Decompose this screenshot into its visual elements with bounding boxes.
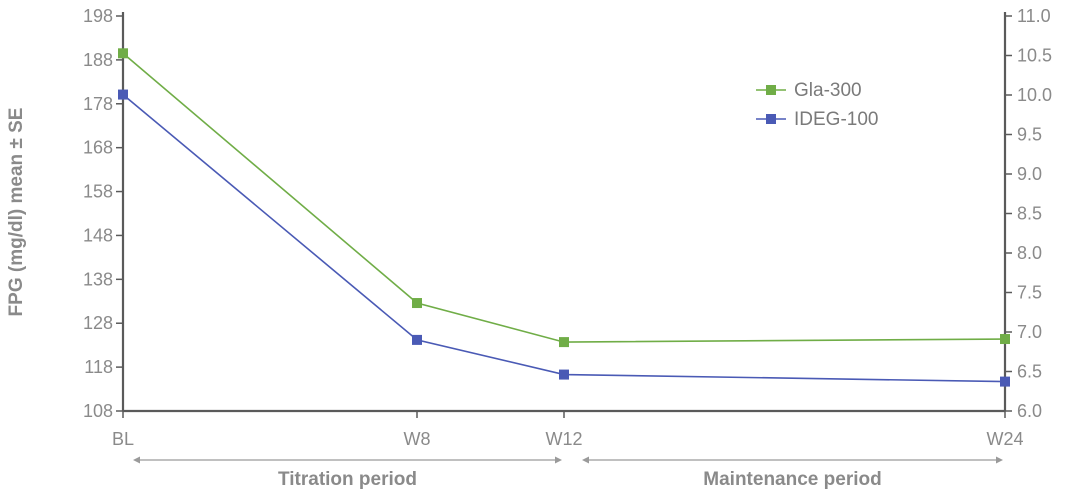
legend: Gla-300 IDEG-100 — [756, 80, 878, 130]
right-tick-label: 6.0 — [1017, 401, 1042, 421]
data-point — [412, 298, 422, 309]
left-tick-label: 178 — [83, 94, 113, 114]
left-tick-label: 188 — [83, 50, 113, 70]
legend-label: Gla-300 — [794, 80, 862, 101]
legend-marker — [766, 85, 776, 95]
left-tick-label: 148 — [83, 225, 113, 245]
data-point — [1000, 376, 1010, 387]
data-point — [118, 89, 128, 100]
period-label: Maintenance period — [703, 469, 881, 490]
x-ticks: BL W8 W12 W24 — [112, 411, 1024, 449]
right-tick-label: 11.0 — [1017, 6, 1051, 26]
x-tick-label: W24 — [986, 429, 1023, 449]
left-tick-label: 198 — [83, 6, 113, 26]
data-point — [559, 369, 569, 380]
data-point — [1000, 334, 1010, 345]
axes-group — [121, 12, 1007, 413]
x-tick-label: W8 — [404, 429, 431, 449]
left-tick-label: 128 — [83, 313, 113, 333]
period-annotations: Titration period Maintenance period — [133, 456, 1003, 490]
right-tick-label: 7.0 — [1017, 322, 1042, 342]
series-line — [122, 93, 1006, 383]
data-point — [412, 334, 422, 345]
right-tick-label: 8.5 — [1017, 204, 1042, 224]
left-tick-label: 138 — [83, 269, 113, 289]
legend-label: IDEG-100 — [794, 109, 878, 130]
left-tick-label: 158 — [83, 182, 113, 202]
period-arrow-head — [582, 456, 589, 464]
x-tick-label: W12 — [545, 429, 582, 449]
right-tick-label: 8.0 — [1017, 243, 1042, 263]
period-arrow-head — [996, 456, 1003, 464]
left-y-ticks: 108 118 128 138 148 158 168 178 188 198 — [83, 6, 123, 421]
x-tick-label: BL — [112, 429, 134, 449]
data-point — [118, 48, 128, 59]
right-y-ticks: 6.0 6.5 7.0 7.5 8.0 8.5 9.0 9.5 10.0 10.5 11.0 — [1005, 6, 1052, 421]
right-tick-label: 9.0 — [1017, 164, 1042, 184]
right-tick-label: 6.5 — [1017, 362, 1042, 382]
y-axis-title: FPG (mg/dl) mean ± SE — [6, 108, 27, 317]
right-tick-label: 10.5 — [1017, 46, 1052, 66]
right-tick-label: 10.0 — [1017, 85, 1052, 105]
series-group — [118, 48, 1010, 387]
period-label: Titration period — [278, 469, 417, 490]
legend-marker — [766, 114, 776, 124]
series-line — [122, 52, 1006, 343]
left-tick-label: 168 — [83, 138, 113, 158]
right-tick-label: 9.5 — [1017, 125, 1042, 145]
period-arrow-head — [555, 456, 562, 464]
right-tick-label: 7.5 — [1017, 283, 1042, 303]
data-point — [559, 337, 569, 348]
left-tick-label: 118 — [84, 357, 113, 377]
period-arrow-head — [133, 456, 140, 464]
left-tick-label: 108 — [83, 401, 113, 421]
